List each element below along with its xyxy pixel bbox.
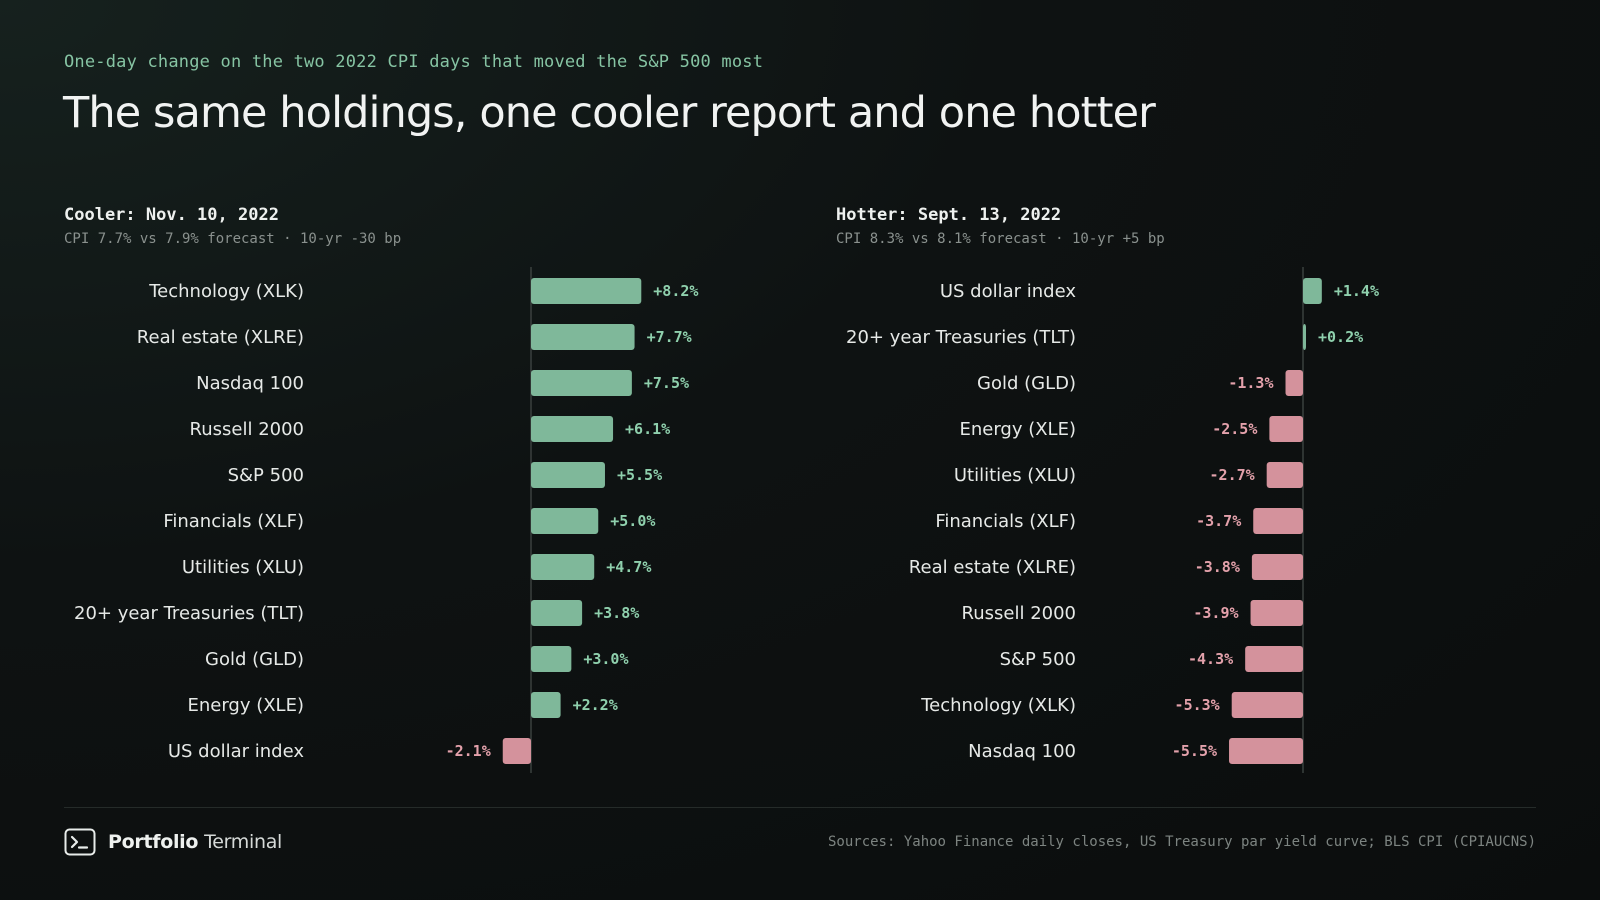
value-label: +8.2% — [653, 282, 698, 300]
category-label: Real estate (XLRE) — [137, 327, 304, 348]
category-label: Energy (XLE) — [187, 695, 304, 716]
value-label: -2.7% — [1210, 466, 1255, 484]
category-label: Russell 2000 — [962, 603, 1076, 624]
category-label: Energy (XLE) — [959, 419, 1076, 440]
value-label: -3.8% — [1195, 558, 1240, 576]
bar-negative — [1250, 600, 1303, 626]
bar-chart-hotter: US dollar index +1.4% 20+ year Treasuries … — [846, 267, 1379, 773]
bar-positive — [531, 278, 642, 304]
terminal-prompt-icon — [64, 828, 96, 856]
category-label: Technology (XLK) — [148, 281, 304, 302]
bar-negative — [1231, 692, 1303, 718]
bar-negative — [1269, 416, 1303, 442]
category-label: Utilities (XLU) — [954, 465, 1076, 486]
bar-positive — [531, 324, 635, 350]
value-label: +3.8% — [594, 604, 639, 622]
value-label: -2.1% — [446, 742, 491, 760]
category-label: Nasdaq 100 — [196, 373, 304, 394]
category-label: Financials (XLF) — [163, 511, 304, 532]
value-label: +5.5% — [617, 466, 662, 484]
sources-note: Sources: Yahoo Finance daily closes, US … — [827, 834, 1536, 850]
bar-positive — [531, 462, 605, 488]
bar-positive — [531, 370, 632, 396]
category-label: S&P 500 — [228, 465, 304, 486]
value-label: -3.7% — [1196, 512, 1241, 530]
panel-cooler: Cooler: Nov. 10, 2022 CPI 7.7% vs 7.9% f… — [64, 205, 804, 795]
category-label: Utilities (XLU) — [182, 557, 304, 578]
page-title: The same holdings, one cooler report and… — [63, 88, 1156, 138]
category-label: Russell 2000 — [190, 419, 304, 440]
panel-subtitle: CPI 8.3% vs 8.1% forecast · 10-yr +5 bp — [836, 231, 1165, 247]
value-label: -4.3% — [1188, 650, 1233, 668]
category-label: Financials (XLF) — [935, 511, 1076, 532]
value-label: -3.9% — [1193, 604, 1238, 622]
panel-subtitle: CPI 7.7% vs 7.9% forecast · 10-yr -30 bp — [64, 231, 402, 247]
bar-positive — [531, 600, 583, 626]
value-label: +7.5% — [644, 374, 689, 392]
bar-negative — [1245, 646, 1303, 672]
bar-positive — [1303, 324, 1306, 350]
bar-positive — [531, 692, 561, 718]
value-label: +2.2% — [573, 696, 618, 714]
value-label: +5.0% — [610, 512, 655, 530]
bar-positive — [531, 554, 595, 580]
value-label: -5.3% — [1175, 696, 1220, 714]
bar-positive — [531, 416, 614, 442]
category-label: Nasdaq 100 — [968, 741, 1076, 762]
bar-negative — [1229, 738, 1303, 764]
value-label: -2.5% — [1212, 420, 1257, 438]
value-label: -1.3% — [1228, 374, 1273, 392]
brand-name-rest: Terminal — [204, 831, 283, 853]
value-label: +6.1% — [625, 420, 670, 438]
bar-negative — [1266, 462, 1303, 488]
panel-title: Cooler: Nov. 10, 2022 — [64, 205, 279, 225]
bar-positive — [531, 508, 599, 534]
value-label: +1.4% — [1334, 282, 1379, 300]
brand-logo: Portfolio Terminal — [64, 827, 282, 857]
panel-title: Hotter: Sept. 13, 2022 — [836, 205, 1062, 225]
value-label: +4.7% — [606, 558, 651, 576]
category-label: US dollar index — [940, 281, 1077, 302]
bar-negative — [1251, 554, 1303, 580]
bar-negative — [502, 738, 531, 764]
category-label: 20+ year Treasuries (TLT) — [846, 327, 1076, 348]
value-label: +3.0% — [583, 650, 628, 668]
category-label: Gold (GLD) — [205, 649, 304, 670]
chart-kicker: One-day change on the two 2022 CPI days … — [64, 52, 764, 72]
brand-name-bold: Portfolio — [108, 831, 199, 853]
value-label: +7.7% — [647, 328, 692, 346]
value-label: +0.2% — [1318, 328, 1363, 346]
category-label: US dollar index — [168, 741, 305, 762]
category-label: Technology (XLK) — [920, 695, 1076, 716]
panel-hotter: Hotter: Sept. 13, 2022 CPI 8.3% vs 8.1% … — [836, 205, 1576, 795]
bar-positive — [1303, 278, 1322, 304]
bar-chart-cooler: Technology (XLK) +8.2% Real estate (XLRE) +… — [74, 267, 698, 773]
category-label: Real estate (XLRE) — [909, 557, 1076, 578]
category-label: Gold (GLD) — [977, 373, 1076, 394]
category-label: S&P 500 — [1000, 649, 1076, 670]
bar-negative — [1253, 508, 1303, 534]
value-label: -5.5% — [1172, 742, 1217, 760]
footer-divider — [64, 807, 1536, 808]
category-label: 20+ year Treasuries (TLT) — [74, 603, 304, 624]
bar-positive — [531, 646, 572, 672]
bar-negative — [1285, 370, 1303, 396]
